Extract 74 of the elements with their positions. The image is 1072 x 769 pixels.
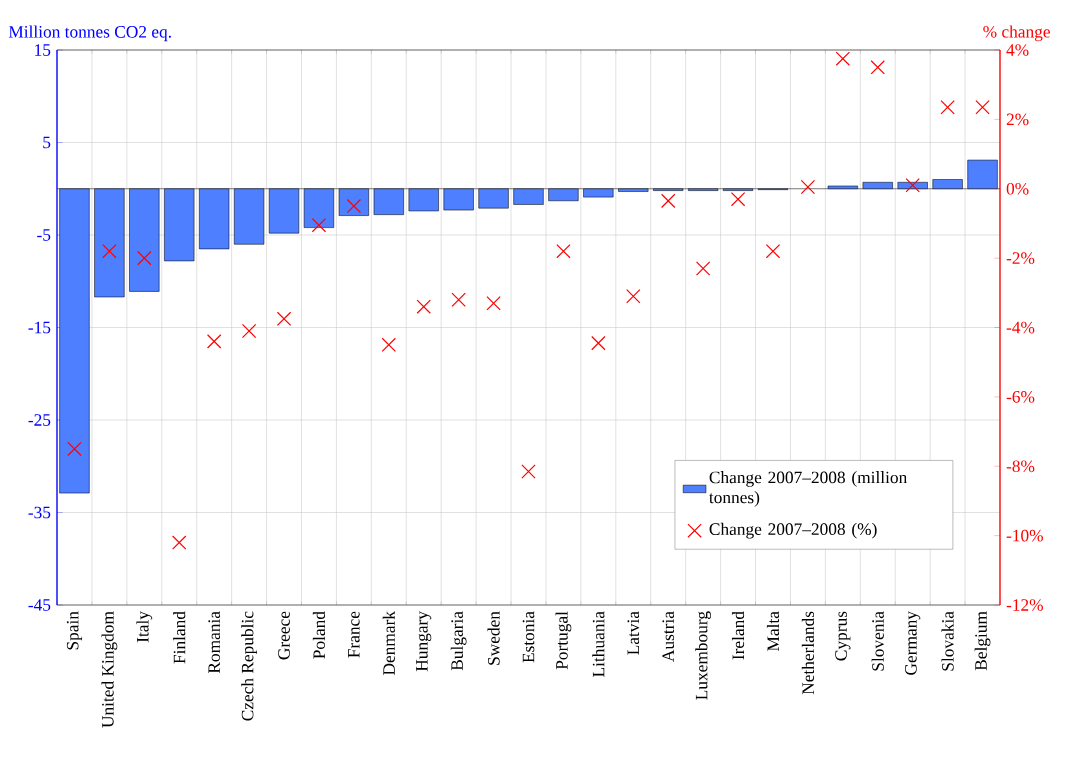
point xyxy=(765,243,781,259)
y-tick-label: 5 xyxy=(43,136,51,149)
point xyxy=(451,292,466,307)
y2-tick-label: 4% xyxy=(1006,44,1029,56)
x-tick-label: Sweden xyxy=(487,611,500,665)
x-tick-label: Romania xyxy=(208,611,220,674)
point xyxy=(311,217,327,233)
point xyxy=(940,100,955,115)
x-tick-label: Malta xyxy=(766,611,780,651)
point xyxy=(102,243,117,259)
y2-tick-label: -4% xyxy=(1006,321,1035,334)
x-tick-label: Luxembourg xyxy=(695,611,712,700)
point xyxy=(276,311,292,327)
y-tick-label: -5 xyxy=(37,229,51,241)
point xyxy=(591,335,606,351)
point xyxy=(521,464,536,479)
point xyxy=(172,535,187,550)
point xyxy=(137,250,152,266)
y2-tick-label: -12% xyxy=(1006,599,1043,611)
point xyxy=(381,337,396,353)
point xyxy=(905,178,920,193)
x-tick-label: Finland xyxy=(173,611,186,664)
x-tick-label: France xyxy=(348,611,360,658)
point xyxy=(416,299,431,314)
point xyxy=(661,193,676,209)
x-tick-label: Italy xyxy=(136,611,153,643)
x-tick-label: Bulgaria xyxy=(450,611,467,671)
x-tick-label: Slovenia xyxy=(871,611,884,671)
y2-tick-label: -10% xyxy=(1006,529,1043,542)
x-tick-label: Latvia xyxy=(627,611,640,655)
y2-tick-label: 2% xyxy=(1006,113,1029,126)
point xyxy=(800,179,816,195)
point xyxy=(975,100,990,115)
x-tick-label: Ireland xyxy=(731,611,745,660)
y-tick-label: -15 xyxy=(28,321,51,334)
y-tick-label: -35 xyxy=(28,506,51,519)
y2-tick-label: -8% xyxy=(1006,460,1035,473)
x-tick-label: Germany xyxy=(905,611,921,675)
point xyxy=(695,261,711,276)
point xyxy=(67,441,82,457)
legend-label: Change 2007–2008 (million tonnes) xyxy=(709,471,907,507)
point xyxy=(870,60,885,75)
y-tick-label: -25 xyxy=(28,414,51,426)
y2-tick-label: 0% xyxy=(1006,182,1029,195)
y-tick-label: -45 xyxy=(28,599,51,611)
x-tick-label: Portugal xyxy=(555,611,572,670)
x-tick-label: Netherlands xyxy=(801,611,814,695)
y2-tick-label: -6% xyxy=(1006,391,1035,403)
x-tick-label: Poland xyxy=(312,611,326,659)
x-tick-label: Spain xyxy=(66,611,83,650)
x-tick-label: Lithuania xyxy=(592,611,605,677)
y2-tick-label: -2% xyxy=(1006,252,1035,264)
point xyxy=(556,243,571,259)
y-tick-label: 15 xyxy=(35,44,51,56)
point xyxy=(626,289,641,304)
point xyxy=(835,51,851,66)
point xyxy=(241,323,257,339)
x-tick-label: Greece xyxy=(278,611,290,660)
y2-axis-title: % change xyxy=(983,25,1050,42)
y-axis-title: Million tonnes CO2 eq. xyxy=(8,25,171,42)
x-tick-label: Austria xyxy=(662,611,675,662)
point xyxy=(486,296,501,311)
point xyxy=(346,198,362,214)
x-tick-label: Belgium xyxy=(974,611,991,671)
point xyxy=(730,191,746,207)
x-tick-label: Cyprus xyxy=(835,611,851,661)
legend-label: Change 2007–2008 (%) xyxy=(709,522,877,539)
x-tick-label: Estonia xyxy=(522,611,535,663)
point xyxy=(206,334,222,349)
x-tick-label: United Kingdom xyxy=(101,611,118,728)
x-tick-label: Slovakia xyxy=(941,611,954,671)
x-tick-label: Denmark xyxy=(382,611,395,676)
x-tick-label: Hungary xyxy=(416,611,432,672)
x-tick-label: Czech Republic xyxy=(241,611,257,721)
